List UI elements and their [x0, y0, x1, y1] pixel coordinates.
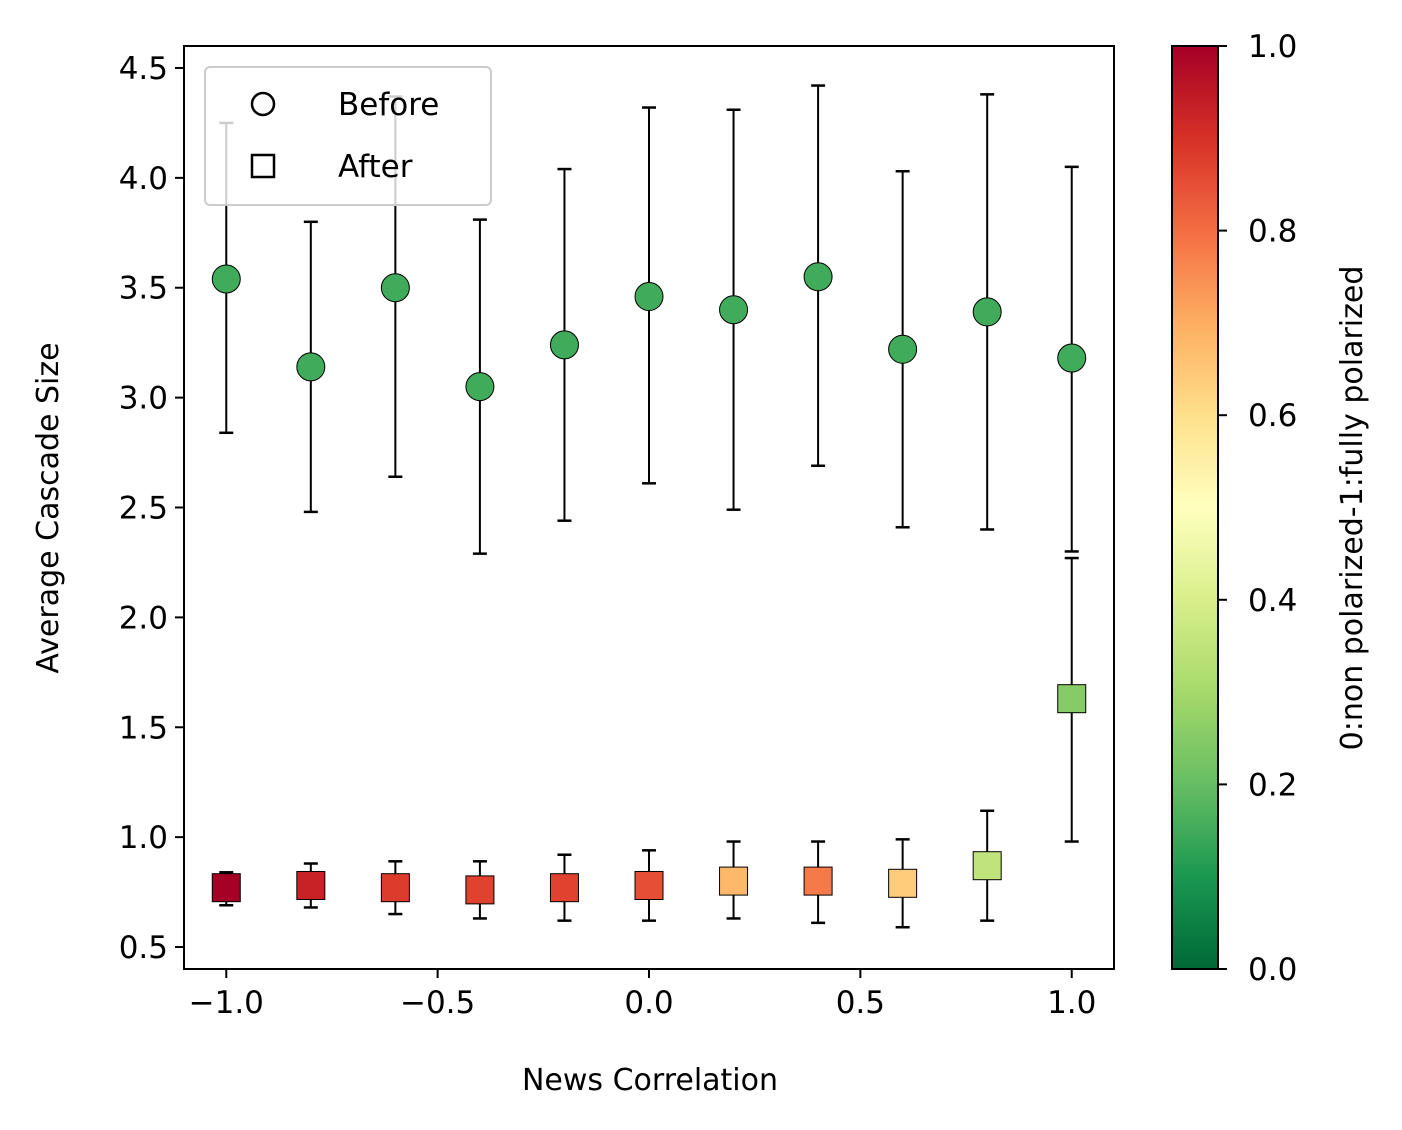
- after-marker: [465, 875, 495, 905]
- before-marker: [380, 273, 410, 303]
- before-marker: [972, 297, 1002, 327]
- y-tick-label: 4.5: [119, 51, 168, 87]
- x-axis: −1.0 −0.5 0.0 0.5 1.0: [189, 969, 1096, 1021]
- after-marker: [380, 873, 410, 903]
- y-tick-label: 1.0: [119, 820, 168, 856]
- y-tick-label: 2.0: [119, 600, 168, 636]
- y-tick-label: 1.5: [119, 710, 168, 746]
- legend-label: After: [338, 149, 413, 185]
- after-marker: [888, 868, 918, 898]
- x-tick-label: −0.5: [400, 985, 475, 1021]
- x-axis-label: News Correlation: [522, 1063, 778, 1098]
- before-marker: [549, 330, 579, 360]
- legend-square-icon: [250, 153, 276, 179]
- after-marker: [296, 870, 326, 900]
- before-marker: [211, 264, 241, 294]
- legend-box: [204, 66, 492, 206]
- colorbar-tick-label: 0.2: [1248, 767, 1297, 803]
- colorbar-tick-label: 0.8: [1248, 214, 1297, 250]
- before-marker: [888, 334, 918, 364]
- before-marker: [634, 282, 664, 312]
- after-marker: [972, 851, 1002, 881]
- before-marker: [296, 352, 326, 382]
- colorbar-tick-label: 0.6: [1248, 398, 1297, 434]
- x-tick-label: 0.0: [624, 985, 673, 1021]
- x-tick-label: 1.0: [1047, 985, 1096, 1021]
- colorbar-tick-label: 1.0: [1248, 29, 1297, 65]
- y-tick-label: 4.0: [119, 161, 168, 197]
- legend-circle-icon: [250, 91, 276, 117]
- y-tick-label: 2.5: [119, 491, 168, 527]
- before-marker: [1057, 343, 1087, 373]
- colorbar: 0.0 0.2 0.4 0.6 0.8 1.0: [1171, 29, 1297, 988]
- data-markers: [211, 262, 1087, 905]
- y-tick-label: 3.5: [119, 271, 168, 307]
- after-marker: [803, 866, 833, 896]
- after-marker: [549, 873, 579, 903]
- colorbar-gradient: [1171, 45, 1219, 970]
- x-tick-label: −1.0: [189, 985, 264, 1021]
- after-marker: [634, 870, 664, 900]
- before-marker: [719, 295, 749, 325]
- before-marker: [803, 262, 833, 292]
- legend: Before After: [204, 66, 492, 206]
- y-axis: 0.5 1.0 1.5 2.0 2.5 3.0 3.5 4.0 4.5: [119, 51, 184, 966]
- colorbar-tick-label: 0.4: [1248, 583, 1297, 619]
- colorbar-tick-label: 0.0: [1248, 952, 1297, 988]
- y-tick-label: 3.0: [119, 381, 168, 417]
- before-marker: [465, 372, 495, 402]
- y-axis-label: Average Cascade Size: [31, 342, 66, 673]
- after-marker: [719, 866, 749, 896]
- legend-label: Before: [338, 87, 439, 123]
- colorbar-label: 0:non polarized-1:fully polarized: [1335, 266, 1370, 751]
- y-tick-label: 0.5: [119, 930, 168, 966]
- after-marker: [1057, 684, 1087, 714]
- after-marker: [211, 873, 241, 903]
- x-tick-label: 0.5: [836, 985, 885, 1021]
